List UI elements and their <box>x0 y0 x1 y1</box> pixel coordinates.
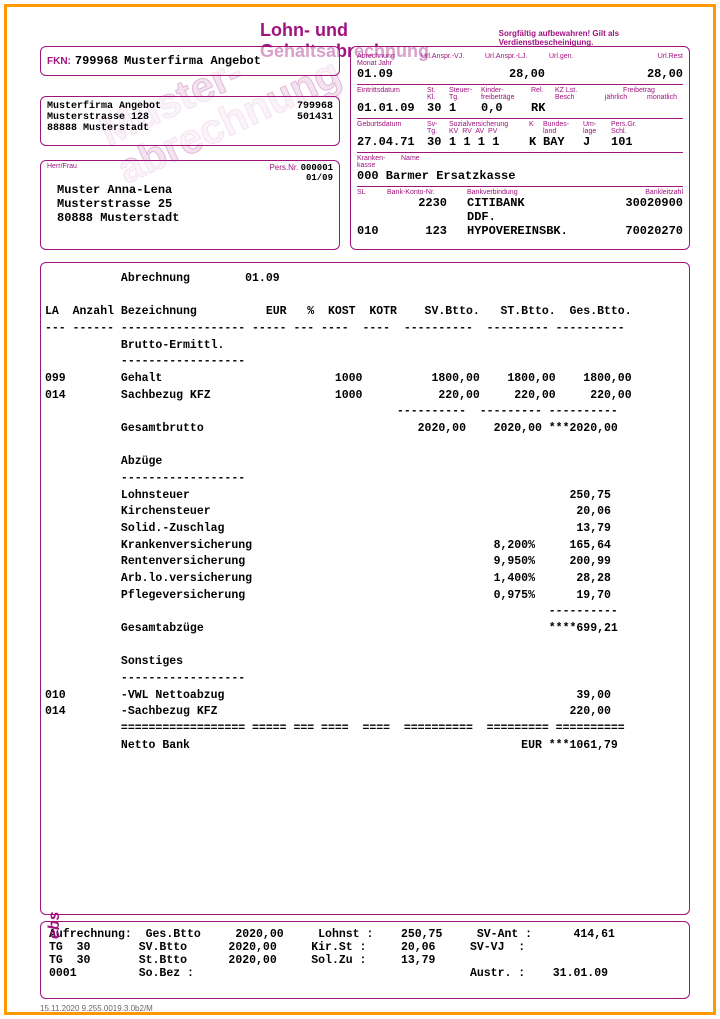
url-rest-value: 28,00 <box>647 67 683 81</box>
empl-street: Musterstrasse 25 <box>57 197 333 211</box>
umlage-label: Um- lage <box>583 121 607 135</box>
firm-box: Musterfirma Angebot 799968 Musterstrasse… <box>40 96 340 146</box>
firm-city: 88888 Musterstadt <box>47 123 149 134</box>
stkl-value: 30 <box>427 101 441 115</box>
svtg-label: Sv- Tg. <box>427 121 445 135</box>
ebs-logo: ebs <box>46 911 64 939</box>
kranken-label: Kranken- kasse <box>357 155 397 169</box>
persnr-label: Pers.Nr. <box>269 163 298 172</box>
kv-value: 1 1 1 1 <box>449 135 499 149</box>
footer-content: Aufrechnung: Ges.Btto 2020,00 Lohnst : 2… <box>49 928 681 980</box>
persnr-value: 000001 <box>301 163 333 173</box>
umlage-value: J <box>583 135 590 149</box>
rel-label: Rel. <box>531 87 551 94</box>
rh-row2: Eintrittsdatum St. Kl. Steuer- Tg. Kinde… <box>357 85 683 119</box>
url-gen-label: Url.gen. <box>549 53 609 60</box>
persgr-value: 101 <box>611 135 633 149</box>
empl-name: Muster Anna-Lena <box>57 183 333 197</box>
persgr-label: Pers.Gr. Schl. <box>611 121 637 135</box>
url-lj-label: Url.Anspr.-LJ. <box>485 53 545 60</box>
firm-code2: 501431 <box>297 112 333 123</box>
bank-konto-label: Bank-Konto-Nr. <box>387 189 467 196</box>
stkl-label: St. Kl. <box>427 87 445 101</box>
jaehrlich-label: jährlich <box>595 94 637 101</box>
rh-row4: Kranken- kasse Name 000 Barmer Ersatzkas… <box>357 153 683 187</box>
footnote: 15.11.2020 9.255.0019.3.0b2/M <box>40 1004 153 1013</box>
bank-blz-label: Bankleitzahl <box>577 189 683 196</box>
geburt-value: 27.04.71 <box>357 135 415 149</box>
fkn-box: FKN: 799968 Musterfirma Angebot <box>40 46 340 76</box>
svtg-value: 30 <box>427 135 441 149</box>
kranken-value: 000 Barmer Ersatzkasse <box>357 169 683 183</box>
firm-code1: 799968 <box>297 101 333 112</box>
empl-city: 80888 Musterstadt <box>57 211 333 225</box>
rh-row1: Abrechnung Monat Jahr Url.Anspr.-VJ. Url… <box>357 51 683 85</box>
kv-label: Sozialversicherung KV RV AV PV <box>449 121 525 135</box>
k-label: K <box>529 121 539 128</box>
right-header-box: Abrechnung Monat Jahr Url.Anspr.-VJ. Url… <box>350 46 690 250</box>
kzlst-label: KZ Lst. Besch <box>555 87 591 101</box>
table-content: Abrechnung 01.09 LA Anzahl Bezeichnung E… <box>45 271 685 754</box>
abrechnung-value: 01.09 <box>357 67 393 81</box>
url-rest-label: Url.Rest <box>613 53 683 60</box>
eintritt-value: 01.01.09 <box>357 101 415 115</box>
steuertg-value: 1 <box>449 101 456 115</box>
steuertg-label: Steuer- Tg. <box>449 87 477 101</box>
bundesland-label: Bundes- land <box>543 121 579 135</box>
bank-sl-label: SL <box>357 189 387 196</box>
kinderfrei-label: Kinder- freibeträge <box>481 87 527 101</box>
eintritt-label: Eintrittsdatum <box>357 87 423 94</box>
fkn-number: 799968 <box>75 54 118 68</box>
persnr-block: Pers.Nr. 000001 01/09 <box>269 163 333 183</box>
url-lj-value: 28,00 <box>509 67 545 81</box>
period-value: 01/09 <box>306 173 333 183</box>
herrfrau-label: Herr/Frau <box>47 163 77 183</box>
fkn-label: FKN: <box>47 56 71 67</box>
address-box: Herr/Frau Pers.Nr. 000001 01/09 Muster A… <box>40 160 340 250</box>
main-table: Abrechnung 01.09 LA Anzahl Bezeichnung E… <box>40 262 690 915</box>
rh-row3: Geburtsdatum Sv- Tg. Sozialversicherung … <box>357 119 683 153</box>
firm-street: Musterstrasse 128 <box>47 112 149 123</box>
monatlich-label: monatlich <box>641 94 683 101</box>
footer-box: Aufrechnung: Ges.Btto 2020,00 Lohnst : 2… <box>40 921 690 999</box>
kinderfrei-value: 0,0 <box>481 101 503 115</box>
fkn-name: Musterfirma Angebot <box>124 54 261 68</box>
kranken-name-label: Name <box>401 155 420 162</box>
abrechnung-label: Abrechnung Monat Jahr <box>357 53 417 67</box>
bank-row: 010123HYPOVEREINSBK.70020270 <box>357 224 683 238</box>
document-inner: Muster- abrechnung Lohn- und Gehaltsabre… <box>40 20 690 999</box>
bank-row: 2230CITIBANK DDF.30020900 <box>357 196 683 224</box>
rel-value: RK <box>531 101 545 115</box>
geburt-label: Geburtsdatum <box>357 121 423 128</box>
url-vj-label: Url.Anspr.-VJ. <box>421 53 481 60</box>
firm-name: Musterfirma Angebot <box>47 101 161 112</box>
freibetrag-label: Freibetrag <box>595 87 683 94</box>
k-value: K <box>529 135 536 149</box>
bundesland-value: BAY <box>543 135 565 149</box>
page-subtitle: Sorgfältig aufbewahren! Gilt als Verdien… <box>499 29 690 47</box>
bank-verb-label: Bankverbindung <box>467 189 577 196</box>
rh-row5: SL Bank-Konto-Nr. Bankverbindung Banklei… <box>357 187 683 238</box>
